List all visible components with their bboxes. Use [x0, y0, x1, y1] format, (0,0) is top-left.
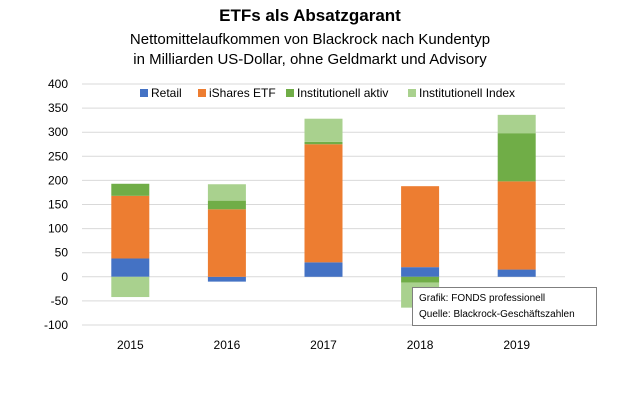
- x-tick-label: 2019: [503, 338, 530, 352]
- y-tick-label: 400: [48, 77, 68, 91]
- bar-segment-ishares-etf: [304, 144, 343, 263]
- y-tick-label: 350: [48, 101, 68, 115]
- y-axis-ticks: 400 350 300 250 200 150 100 50 0 -50 -100: [44, 77, 68, 332]
- source-note-line-2: Quelle: Blackrock-Geschäftszahlen: [419, 309, 575, 320]
- y-tick-label: 250: [48, 149, 68, 163]
- legend-label: iShares ETF: [209, 86, 276, 100]
- bar-segment-ishares-etf: [401, 186, 440, 268]
- legend-swatch: [286, 89, 294, 97]
- bar-segment-retail: [401, 267, 440, 277]
- bar-segment-institutionell-aktiv: [497, 133, 536, 182]
- x-tick-label: 2016: [214, 338, 241, 352]
- chart-subtitle-line-1: Nettomittelaufkommen von Blackrock nach …: [129, 31, 491, 48]
- legend-swatch: [408, 89, 416, 97]
- legend-label: Retail: [151, 86, 182, 100]
- x-tick-label: 2017: [310, 338, 337, 352]
- bar-segment-institutionell-aktiv: [207, 200, 246, 210]
- bar-segment-ishares-etf: [497, 181, 536, 270]
- bar-segment-institutionell-aktiv: [304, 141, 343, 145]
- legend-swatch: [198, 89, 206, 97]
- chart-subtitle-line-2: in Milliarden US-Dollar, ohne Geldmarkt …: [133, 51, 487, 68]
- legend: Retail iShares ETF Institutionell aktiv Ins…: [140, 86, 515, 100]
- x-tick-label: 2015: [117, 338, 144, 352]
- bar-segment-institutionell-aktiv: [401, 276, 440, 283]
- bars: [111, 114, 536, 308]
- y-tick-label: 300: [48, 125, 68, 139]
- legend-swatch: [140, 89, 148, 97]
- legend-label: Institutionell Index: [419, 86, 515, 100]
- bar-segment-ishares-etf: [111, 195, 150, 259]
- bar-segment-institutionell-index: [207, 184, 246, 201]
- y-tick-label: -50: [51, 294, 69, 308]
- y-tick-label: 50: [55, 246, 69, 260]
- bar-segment-institutionell-index: [111, 276, 150, 298]
- y-tick-label: 100: [48, 222, 68, 236]
- bar-segment-ishares-etf: [207, 209, 246, 277]
- y-tick-label: 0: [61, 270, 68, 284]
- y-tick-label: -100: [44, 318, 68, 332]
- bar-segment-retail: [111, 258, 150, 277]
- chart-title: ETFs als Absatzgarant: [219, 6, 401, 25]
- legend-label: Institutionell aktiv: [297, 86, 388, 100]
- x-tick-label: 2018: [407, 338, 434, 352]
- x-axis-ticks: 2015 2016 2017 2018 2019: [117, 338, 530, 352]
- bar-segment-retail: [207, 276, 246, 282]
- bar-segment-retail: [304, 262, 343, 277]
- source-note-line-1: Grafik: FONDS professionell: [419, 293, 546, 304]
- source-note: Grafik: FONDS professionell Quelle: Blac…: [412, 287, 597, 326]
- bar-segment-retail: [497, 269, 536, 277]
- bar-segment-institutionell-index: [304, 118, 343, 142]
- bar-segment-institutionell-aktiv: [111, 183, 150, 196]
- y-tick-label: 150: [48, 198, 68, 212]
- bar-segment-institutionell-index: [497, 114, 536, 134]
- y-tick-label: 200: [48, 173, 68, 187]
